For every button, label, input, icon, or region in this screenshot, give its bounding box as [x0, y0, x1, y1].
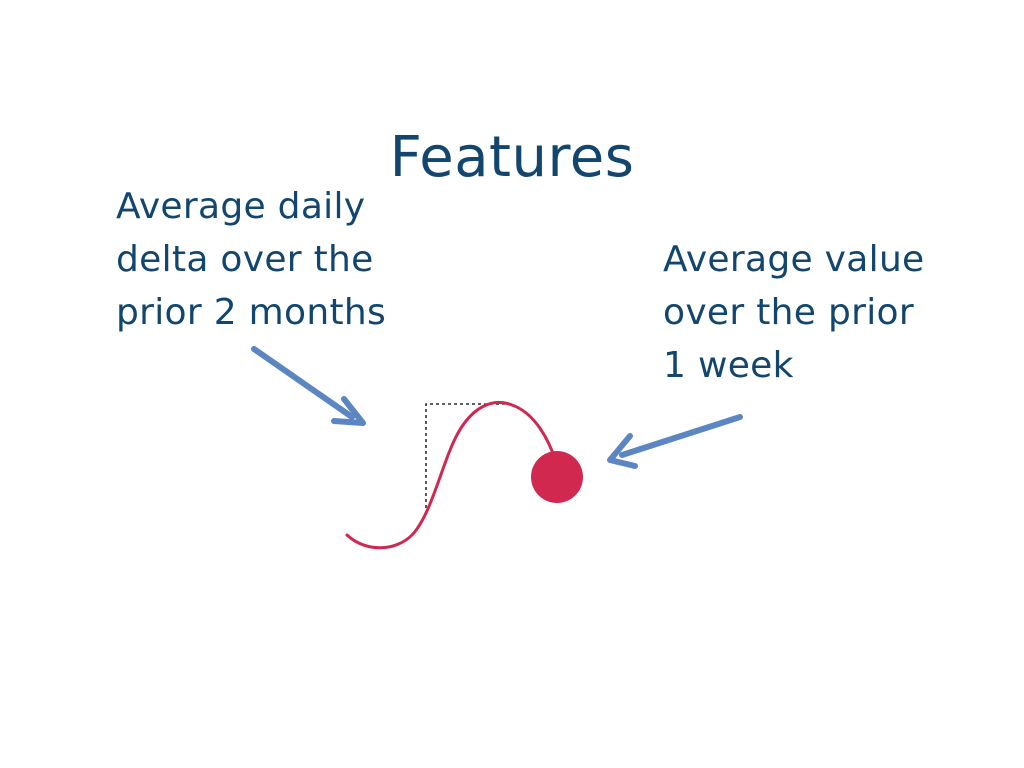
callout-average-value: Average value over the prior 1 week: [663, 233, 925, 392]
callout-line: prior 2 months: [116, 292, 387, 333]
arrow-right: [607, 414, 743, 469]
arrow-left: [251, 346, 366, 426]
callout-line: Average value: [663, 239, 925, 280]
slide-title: Features: [389, 125, 635, 190]
callout-line: delta over the: [116, 239, 374, 280]
callout-average-daily-delta: Average daily delta over the prior 2 mon…: [116, 180, 386, 339]
current-value-dot: [531, 451, 583, 503]
callout-line: over the prior: [663, 292, 914, 333]
callout-line: Average daily: [116, 186, 366, 227]
delta-guide-dotted: [425, 403, 510, 514]
time-series-curve: [345, 400, 558, 550]
callout-line: 1 week: [663, 345, 794, 386]
